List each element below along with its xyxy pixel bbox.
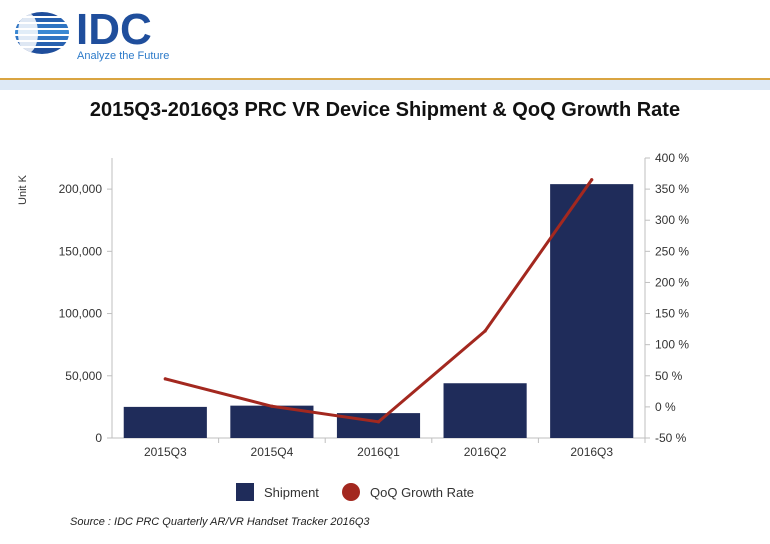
y-tick-label-right: 0 % (655, 400, 676, 414)
y-tick-label-right: 200 % (655, 275, 689, 289)
header-blue-band (0, 80, 770, 90)
point-growth-rate (163, 377, 167, 381)
y-tick-label-right: 150 % (655, 307, 689, 321)
chart-title: 2015Q3-2016Q3 PRC VR Device Shipment & Q… (89, 99, 681, 121)
bar-shipment (443, 383, 527, 438)
source-note: Source : IDC PRC Quarterly AR/VR Handset… (70, 516, 370, 528)
legend-label-growth: QoQ Growth Rate (370, 485, 475, 500)
y-tick-label-right: 400 % (655, 151, 689, 165)
y-tick-label-right: 100 % (655, 338, 689, 352)
x-tick-label: 2015Q4 (251, 445, 294, 459)
point-growth-rate (590, 178, 594, 182)
combo-chart: 0 50,000 100,000 150,000 200,000 -50 % 0 % 50 %… (17, 151, 689, 459)
idc-logo-text: IDC (76, 5, 152, 54)
x-tick-label: 2015Q3 (144, 445, 187, 459)
y-tick-label-left: 100,000 (59, 307, 103, 321)
point-growth-rate (270, 404, 274, 408)
point-growth-rate (483, 329, 487, 333)
bar-shipment (550, 184, 634, 438)
header: IDC Analyze the Future (0, 0, 770, 78)
y-tick-label-right: 300 % (655, 213, 689, 227)
bar-shipment (123, 406, 207, 438)
y-axis-label: Unit K (17, 174, 29, 205)
point-growth-rate (376, 420, 381, 424)
legend-swatch-shipment (236, 483, 254, 501)
idc-globe-icon (15, 12, 69, 54)
x-tick-label: 2016Q3 (570, 445, 613, 459)
y-tick-label-right: 50 % (655, 369, 683, 383)
x-tick-label: 2016Q1 (357, 445, 400, 459)
legend-swatch-growth (342, 483, 360, 501)
x-tick-label: 2016Q2 (464, 445, 507, 459)
y-tick-label-right: 350 % (655, 182, 689, 196)
y-tick-label-left: 0 (95, 431, 102, 445)
y-tick-label-left: 200,000 (59, 182, 103, 196)
y-tick-label-right: -50 % (655, 431, 687, 445)
y-tick-label-right: 250 % (655, 244, 689, 258)
y-tick-label-left: 50,000 (65, 369, 102, 383)
y-tick-label-left: 150,000 (59, 244, 103, 258)
line-growth-rate (163, 178, 594, 424)
header-gold-rule (0, 78, 770, 80)
legend-label-shipment: Shipment (264, 485, 319, 500)
idc-tagline: Analyze the Future (77, 50, 170, 62)
